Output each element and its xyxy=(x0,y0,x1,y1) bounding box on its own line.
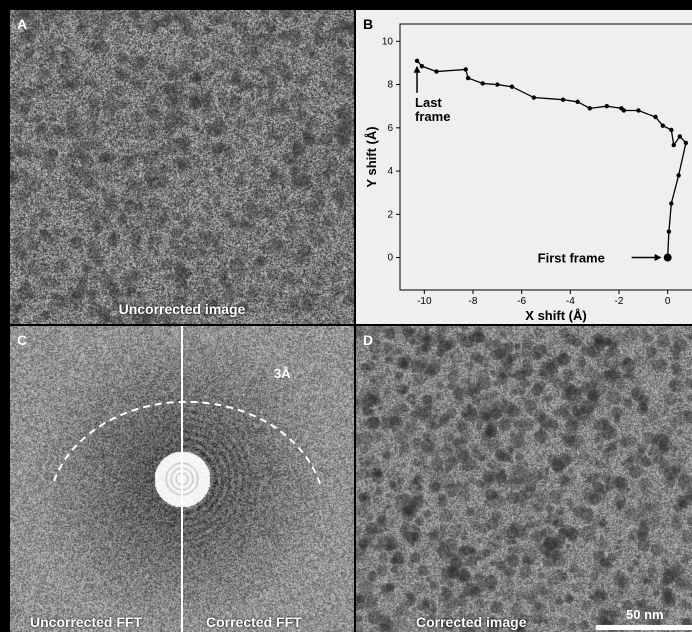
drift-data-point xyxy=(509,84,515,89)
panel-caption: Corrected image xyxy=(416,614,527,630)
panel-b-drift-plot: B -10 -8 -6 -4 -2 0 0 2 4 6 8 10 X shift (Å) Y shift … xyxy=(356,10,692,324)
y-tick-label: 0 xyxy=(387,253,393,264)
resolution-ring-label: 3Å xyxy=(274,366,291,381)
drift-data-point xyxy=(663,253,672,262)
drift-data-point xyxy=(414,58,420,63)
annotation-last-frame: frame xyxy=(415,109,450,124)
drift-data-point xyxy=(480,81,485,86)
drift-data-point xyxy=(434,69,439,74)
panel-d-corrected-image: D Corrected image 50 nm xyxy=(356,326,692,632)
y-tick-label: 10 xyxy=(382,36,394,47)
annotation-arrowhead-first xyxy=(654,254,662,262)
plot-frame xyxy=(399,23,692,291)
drift-series-line xyxy=(416,60,687,258)
drift-data-point xyxy=(636,108,641,113)
drift-data-point xyxy=(465,75,471,81)
x-axis-title: X shift (Å) xyxy=(525,308,586,323)
resolution-ring-dashed xyxy=(53,400,321,485)
x-tick-label: 0 xyxy=(665,296,671,307)
x-tick-label: -4 xyxy=(566,296,575,307)
drift-data-point xyxy=(676,173,681,178)
drift-data-point xyxy=(669,201,674,206)
x-tick-label: -6 xyxy=(517,296,526,307)
caption-corrected-fft: Corrected FFT xyxy=(206,614,302,630)
caption-uncorrected-fft: Uncorrected FFT xyxy=(30,614,143,630)
y-tick-label: 4 xyxy=(387,166,393,177)
scalebar-label: 50 nm xyxy=(626,607,664,622)
panel-caption: Uncorrected image xyxy=(118,301,246,317)
panel-letter: B xyxy=(363,16,374,32)
y-tick-label: 6 xyxy=(387,123,393,134)
annotation-last-frame: Last xyxy=(415,95,442,110)
y-tick-label: 2 xyxy=(387,209,393,220)
x-tick-label: -10 xyxy=(417,296,432,307)
drift-data-point xyxy=(671,142,676,148)
drift-data-point xyxy=(531,95,537,100)
drift-data-point xyxy=(495,82,500,87)
annotation-first-frame: First frame xyxy=(538,251,605,266)
drift-data-point xyxy=(463,67,468,72)
drift-data-point xyxy=(666,229,672,234)
panel-letter: A xyxy=(17,16,28,32)
drift-trajectory-chart: -10 -8 -6 -4 -2 0 0 2 4 6 8 10 X shift (Å) Y shift (Å… xyxy=(364,23,692,323)
panel-c-fft: C 3Å Uncorrected FFT Corrected FFT xyxy=(10,326,354,632)
annotation-arrowhead-last xyxy=(413,65,421,73)
drift-data-point xyxy=(619,106,624,111)
scalebar xyxy=(596,625,692,630)
x-tick-label: -8 xyxy=(469,296,478,307)
x-tick-label: -2 xyxy=(615,296,624,307)
micrograph-uncorrected xyxy=(10,10,354,324)
drift-data-point xyxy=(419,63,425,69)
drift-data-point xyxy=(653,114,658,120)
panel-a-uncorrected-image: A Uncorrected image xyxy=(10,10,354,324)
drift-data-point xyxy=(669,127,674,133)
panel-letter: C xyxy=(17,332,28,348)
drift-data-point xyxy=(683,140,689,146)
y-tick-label: 8 xyxy=(387,80,393,91)
drift-data-point xyxy=(560,97,566,102)
y-axis-title: Y shift (Å) xyxy=(364,126,379,187)
drift-data-point xyxy=(587,106,592,111)
drift-data-point xyxy=(660,123,665,128)
drift-data-point xyxy=(575,99,580,105)
drift-data-point xyxy=(604,103,610,109)
micrograph-corrected xyxy=(356,326,692,632)
fft-overlay xyxy=(53,326,321,632)
panel-letter: D xyxy=(363,332,374,348)
drift-data-point xyxy=(677,134,683,139)
